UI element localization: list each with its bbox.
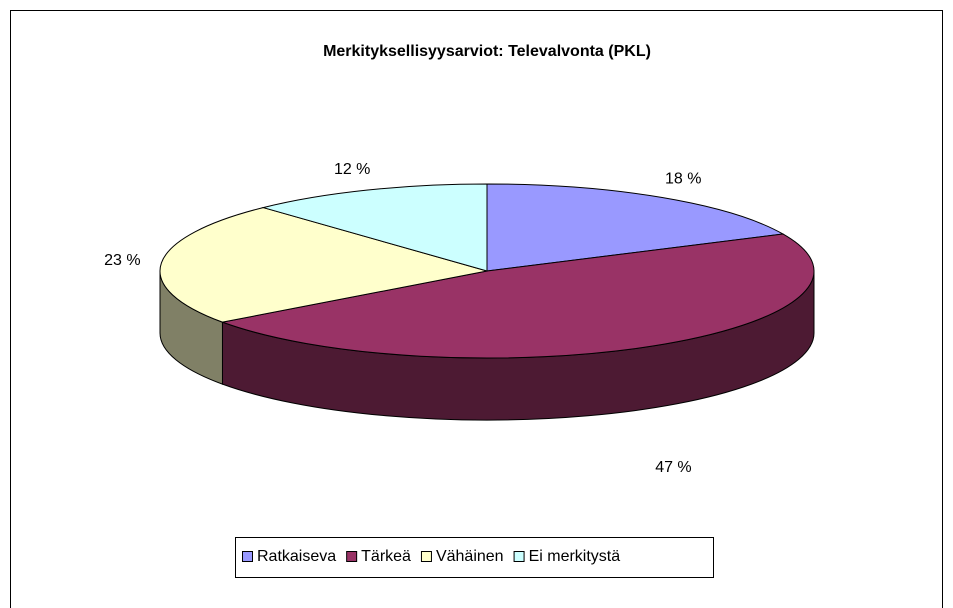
data-label: 12 % <box>334 161 370 178</box>
data-label: 23 % <box>104 252 140 269</box>
chart-title: Merkityksellisyysarviot: Televalvonta (P… <box>323 43 651 60</box>
legend-label: Tärkeä <box>361 548 411 565</box>
pie-slice <box>261 183 488 272</box>
legend-swatch <box>513 551 525 562</box>
legend-label: Ei merkitystä <box>529 548 621 565</box>
legend-label: Ratkaiseva <box>257 548 336 565</box>
data-label: 47 % <box>655 459 691 476</box>
pie-tops <box>159 183 815 359</box>
pie-slice <box>159 207 488 323</box>
legend-swatch <box>242 551 253 562</box>
pie-slice <box>486 183 785 272</box>
data-label: 18 % <box>665 170 701 187</box>
pie-slice <box>220 233 815 359</box>
legend-label: Vähäinen <box>436 548 504 565</box>
legend-box <box>235 537 714 578</box>
legend-swatch <box>346 551 358 562</box>
legend-swatch <box>420 551 432 562</box>
